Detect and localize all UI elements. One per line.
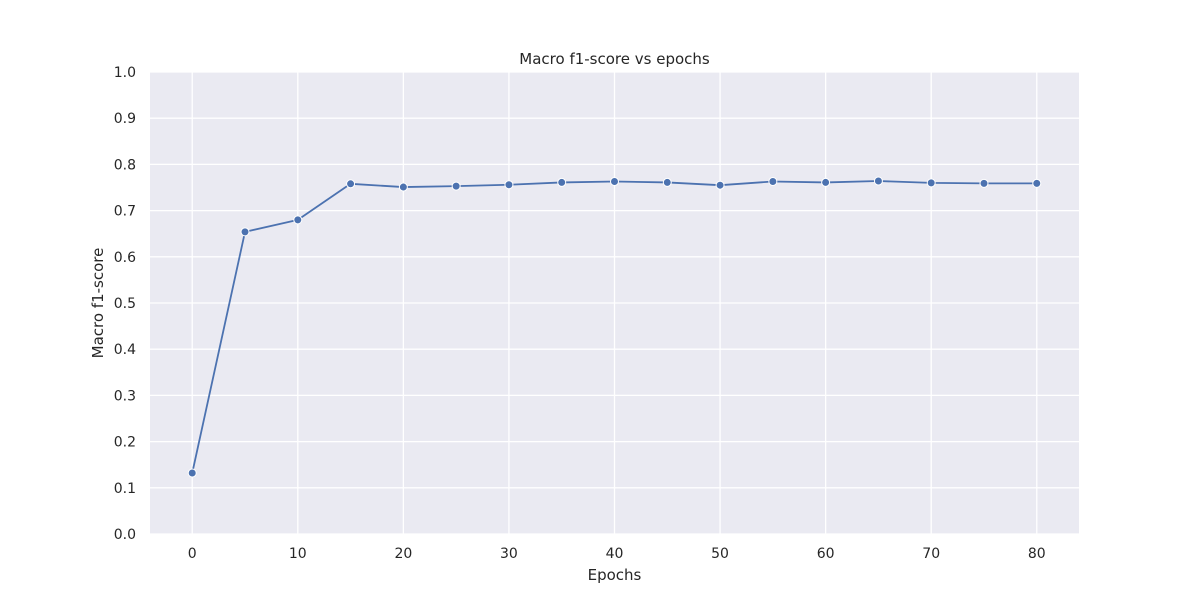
y-tick-label: 1.0 [114, 65, 136, 81]
data-point [662, 177, 672, 187]
series-layer [187, 176, 1042, 478]
grid [150, 71, 1079, 535]
data-point [293, 215, 303, 225]
y-tick-label: 0.6 [114, 250, 136, 266]
data-point [504, 180, 514, 190]
data-point [768, 176, 778, 186]
data-point [398, 182, 408, 192]
y-axis-label: Macro f1-score [89, 248, 107, 359]
x-tick-label: 20 [394, 546, 412, 562]
y-tick-label: 0.8 [114, 157, 136, 173]
data-point [346, 179, 356, 189]
data-point [451, 181, 461, 191]
y-tick-label: 0.3 [114, 388, 136, 404]
tick-labels: 0 10 20 30 40 50 60 70 80 0.0 0.1 0.2 0.3 0.4 0.5 0.6 0.… [114, 65, 1046, 562]
x-tick-label: 40 [606, 546, 624, 562]
data-point [187, 468, 197, 478]
y-tick-label: 0.2 [114, 435, 136, 451]
x-tick-label: 0 [188, 546, 197, 562]
data-point [873, 176, 883, 186]
x-tick-label: 60 [817, 546, 835, 562]
x-tick-label: 10 [289, 546, 307, 562]
x-axis-label: Epochs [588, 566, 642, 584]
data-point [557, 177, 567, 187]
x-tick-label: 70 [922, 546, 940, 562]
data-point [1032, 178, 1042, 188]
data-point [979, 178, 989, 188]
x-tick-label: 50 [711, 546, 729, 562]
y-tick-label: 0.0 [114, 527, 136, 543]
data-point [240, 227, 250, 237]
x-tick-label: 30 [500, 546, 518, 562]
y-tick-label: 0.5 [114, 296, 136, 312]
chart-title: Macro f1-score vs epochs [519, 50, 710, 68]
y-tick-label: 0.1 [114, 481, 136, 497]
data-point [715, 180, 725, 190]
y-tick-label: 0.7 [114, 204, 136, 220]
data-point [926, 178, 936, 188]
y-tick-label: 0.4 [114, 342, 136, 358]
data-point [610, 176, 619, 186]
data-point [821, 177, 831, 187]
y-tick-label: 0.9 [114, 111, 136, 127]
x-tick-label: 80 [1028, 546, 1046, 562]
